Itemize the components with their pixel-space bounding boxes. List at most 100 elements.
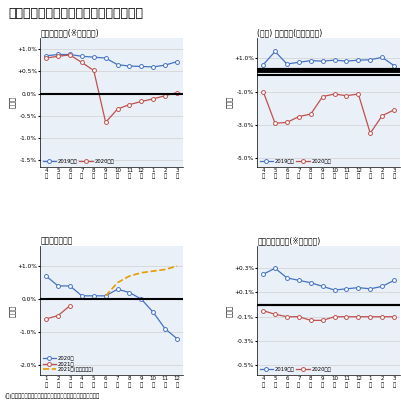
2019年度 xyxy=(355,58,360,63)
2021年(弊社見通し) xyxy=(103,294,108,298)
2020年度 xyxy=(127,102,132,107)
2020年度 xyxy=(343,93,348,98)
2020年度 xyxy=(103,120,108,125)
2019年度 xyxy=(272,266,277,271)
2021年(弊社見通し) xyxy=(150,269,155,273)
Line: 2021年(弊社見通し): 2021年(弊社見通し) xyxy=(105,266,176,296)
2019年度 xyxy=(55,52,60,57)
2020年 xyxy=(55,284,60,288)
2019年度 xyxy=(115,62,119,67)
Legend: 2019年度, 2020年度: 2019年度, 2020年度 xyxy=(43,159,114,164)
2021年(弊社見通し) xyxy=(139,270,144,275)
2020年度 xyxy=(320,318,324,323)
2019年度 xyxy=(150,65,155,69)
2020年度 xyxy=(331,314,336,319)
2020年度 xyxy=(296,114,300,119)
2020年 xyxy=(127,290,132,295)
2021年(弊社見通し) xyxy=(127,273,132,278)
Legend: 2020年, 2021年, 2021年(弊社見通し): 2020年, 2021年, 2021年(弊社見通し) xyxy=(43,356,94,372)
2019年度 xyxy=(284,275,289,280)
2020年度 xyxy=(260,308,265,313)
2020年 xyxy=(115,287,119,292)
2020年度 xyxy=(260,89,265,94)
2019年度 xyxy=(331,288,336,292)
2020年 xyxy=(67,284,72,288)
Text: 公的年金加入者(※共済以外): 公的年金加入者(※共済以外) xyxy=(257,237,320,245)
2020年度 xyxy=(150,96,155,101)
2019年度 xyxy=(162,63,167,67)
2019年度 xyxy=(343,286,348,291)
2019年度 xyxy=(343,59,348,63)
2020年度 xyxy=(162,93,167,98)
2020年 xyxy=(162,326,167,331)
2020年 xyxy=(79,294,84,298)
2020年度 xyxy=(367,314,372,319)
2020年度 xyxy=(272,121,277,126)
Legend: 2019年度, 2020年度: 2019年度, 2020年度 xyxy=(259,159,330,164)
2019年度 xyxy=(103,56,108,61)
Y-axis label: 前年比: 前年比 xyxy=(9,305,16,317)
2020年度 xyxy=(308,111,312,116)
Line: 2021年: 2021年 xyxy=(44,304,72,321)
Text: 図表４　年金額改定に関係する経済動向: 図表４ 年金額改定に関係する経済動向 xyxy=(8,7,143,20)
2020年度 xyxy=(391,107,395,112)
2019年度 xyxy=(79,54,84,59)
2019年度 xyxy=(127,64,132,69)
Legend: 2019年度, 2020年度: 2019年度, 2020年度 xyxy=(259,367,330,372)
2020年度 xyxy=(272,312,277,317)
2020年度 xyxy=(355,91,360,96)
2019年度 xyxy=(391,278,395,283)
Text: (参考) 現金給与(一般労働者): (参考) 現金給与(一般労働者) xyxy=(257,28,322,37)
2019年度 xyxy=(331,58,336,63)
Text: 標準報酬月額(※共済以外): 標準報酬月額(※共済以外) xyxy=(40,28,99,37)
2019年度 xyxy=(260,272,265,277)
Line: 2019年度: 2019年度 xyxy=(261,266,395,292)
Line: 2020年度: 2020年度 xyxy=(261,309,395,322)
Y-axis label: 前年比: 前年比 xyxy=(9,96,16,108)
2020年度 xyxy=(284,314,289,319)
2020年 xyxy=(44,273,49,278)
2020年度 xyxy=(284,120,289,125)
2020年度 xyxy=(391,314,395,319)
2019年度 xyxy=(260,63,265,67)
2020年度 xyxy=(367,131,372,136)
2019年度 xyxy=(379,55,384,60)
2021年(弊社見通し) xyxy=(162,267,167,272)
Line: 2019年度: 2019年度 xyxy=(261,49,395,68)
2019年度 xyxy=(139,64,144,69)
Line: 2020年度: 2020年度 xyxy=(261,89,395,135)
2019年度 xyxy=(284,62,289,67)
2019年度 xyxy=(296,60,300,65)
2021年 xyxy=(44,316,49,321)
2021年(弊社見通し) xyxy=(174,264,179,269)
2019年度 xyxy=(308,280,312,285)
2020年度 xyxy=(79,60,84,65)
Text: (注)公的年金加入者はマクロ経済スライドの調整率の計算根拠。: (注)公的年金加入者はマクロ経済スライドの調整率の計算根拠。 xyxy=(4,393,99,399)
2020年 xyxy=(150,310,155,315)
2020年度 xyxy=(343,314,348,319)
2019年度 xyxy=(320,284,324,289)
2019年度 xyxy=(308,58,312,63)
2020年度 xyxy=(379,113,384,118)
2019年度 xyxy=(379,284,384,289)
2019年度 xyxy=(367,57,372,62)
Text: 消費者物価指数: 消費者物価指数 xyxy=(40,237,73,245)
2019年度 xyxy=(367,286,372,291)
2019年度 xyxy=(67,52,72,57)
2020年度 xyxy=(320,94,324,99)
2019年度 xyxy=(355,285,360,290)
2019年度 xyxy=(174,59,179,64)
Line: 2020年: 2020年 xyxy=(44,274,178,340)
Line: 2020年度: 2020年度 xyxy=(44,53,178,124)
Y-axis label: 前年比: 前年比 xyxy=(225,305,232,317)
2020年度 xyxy=(355,314,360,319)
2019年度 xyxy=(391,63,395,68)
2021年 xyxy=(55,313,60,318)
2020年度 xyxy=(55,54,60,59)
2020年度 xyxy=(296,314,300,319)
2021年(弊社見通し) xyxy=(115,280,119,285)
2020年 xyxy=(139,297,144,302)
2020年度 xyxy=(308,318,312,323)
2020年度 xyxy=(115,107,119,111)
2020年度 xyxy=(139,99,144,104)
